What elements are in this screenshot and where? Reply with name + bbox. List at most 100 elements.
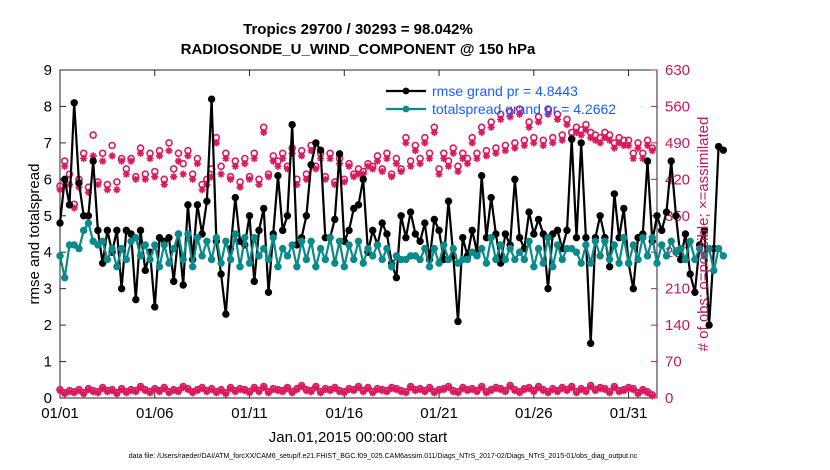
data-point-rmse	[369, 226, 377, 235]
assimilated-obs-marker	[151, 173, 159, 181]
assimilated-obs-marker-low	[520, 386, 528, 394]
assimilated-obs-marker-low	[288, 389, 296, 397]
data-point-rmse	[245, 212, 254, 220]
assimilated-obs-marker	[231, 162, 239, 170]
assimilated-obs-marker	[591, 136, 600, 144]
data-point-totalspread	[719, 252, 728, 260]
data-point-rmse	[288, 120, 296, 129]
data-point-totalspread	[383, 244, 391, 253]
data-point-rmse	[250, 277, 258, 286]
assimilated-obs-marker-low	[80, 390, 88, 398]
data-point-rmse	[335, 150, 344, 158]
data-point-totalspread	[676, 244, 685, 253]
assimilated-obs-marker	[620, 141, 628, 150]
assimilated-obs-marker	[127, 157, 135, 165]
data-point-totalspread	[506, 244, 514, 253]
data-point-totalspread	[582, 241, 590, 249]
data-point-totalspread	[136, 252, 145, 260]
assimilated-obs-marker-low	[497, 386, 505, 394]
data-point-totalspread	[250, 233, 258, 242]
y-right-tick-label: 0	[665, 390, 673, 407]
assimilated-obs-marker	[80, 154, 88, 163]
y-left-tick-label: 6	[44, 171, 52, 188]
data-point-rmse	[70, 99, 78, 107]
data-point-rmse	[553, 226, 562, 235]
data-point-rmse	[629, 284, 638, 293]
data-point-totalspread	[146, 255, 154, 264]
assimilated-obs-marker-low	[407, 383, 415, 392]
assimilated-obs-marker-low	[350, 387, 358, 395]
data-point-totalspread	[331, 259, 339, 267]
data-point-totalspread	[511, 255, 519, 264]
assimilated-obs-marker-low	[226, 385, 235, 393]
data-point-totalspread	[203, 237, 211, 245]
data-point-rmse	[383, 230, 391, 238]
assimilated-obs-marker-low	[132, 388, 140, 396]
assimilated-obs-marker	[269, 157, 277, 165]
data-point-totalspread	[373, 241, 382, 249]
assimilated-obs-marker-low	[582, 388, 590, 396]
data-point-rmse	[264, 288, 273, 297]
assimilated-obs-marker-low	[463, 387, 472, 395]
data-point-rmse	[492, 230, 500, 238]
assimilated-obs-marker	[340, 178, 348, 186]
data-point-totalspread	[312, 263, 320, 271]
data-point-rmse	[331, 215, 339, 224]
data-point-rmse	[700, 226, 709, 235]
assimilated-obs-marker	[241, 160, 249, 168]
assimilated-obs-marker	[587, 134, 595, 142]
data-point-totalspread	[492, 255, 500, 264]
assimilated-obs-marker-low	[629, 386, 637, 394]
data-point-rmse	[667, 157, 675, 165]
data-point-totalspread	[705, 244, 713, 253]
assimilated-obs-marker-low	[530, 388, 538, 396]
data-point-totalspread	[117, 244, 126, 253]
assimilated-obs-marker-low	[459, 385, 467, 393]
data-point-rmse	[84, 212, 93, 220]
data-point-rmse	[705, 321, 713, 329]
assimilated-obs-marker-low	[492, 385, 500, 393]
data-point-rmse	[312, 139, 320, 147]
data-point-totalspread	[335, 237, 344, 245]
data-point-rmse	[165, 233, 173, 242]
assimilated-obs-marker	[373, 157, 382, 165]
assimilated-obs-marker-low	[468, 386, 476, 394]
data-point-rmse	[511, 175, 519, 184]
assimilated-obs-marker-low	[373, 386, 382, 394]
y-right-tick-label: 140	[665, 317, 690, 334]
assimilated-obs-marker	[212, 139, 220, 147]
assimilated-obs-marker	[421, 139, 429, 147]
data-point-totalspread	[662, 252, 671, 260]
data-point-totalspread	[672, 248, 680, 256]
assimilated-obs-marker	[302, 175, 310, 183]
data-point-rmse	[127, 230, 135, 238]
assimilated-obs-marker	[288, 149, 296, 157]
data-point-rmse	[459, 233, 467, 242]
data-point-totalspread	[440, 241, 448, 249]
data-point-rmse	[672, 212, 680, 220]
assimilated-obs-marker	[345, 162, 353, 170]
assimilated-obs-marker	[383, 154, 391, 163]
assimilated-obs-marker	[179, 170, 187, 178]
data-point-totalspread	[231, 230, 240, 238]
assimilated-obs-marker-low	[473, 388, 481, 396]
data-point-totalspread	[359, 259, 367, 267]
data-point-rmse	[719, 146, 728, 154]
data-point-rmse	[487, 193, 495, 202]
data-point-totalspread	[89, 237, 97, 245]
data-point-rmse	[155, 233, 164, 242]
data-point-rmse	[117, 284, 126, 293]
assimilated-obs-marker	[610, 144, 618, 152]
possible-obs-marker	[169, 165, 178, 173]
data-point-totalspread	[75, 244, 83, 253]
data-point-totalspread	[477, 244, 486, 253]
data-point-totalspread	[302, 255, 311, 264]
assimilated-obs-marker	[425, 154, 434, 163]
data-point-totalspread	[236, 263, 244, 271]
legend-label-rmse: rmse grand pr = 4.8443	[432, 83, 578, 99]
data-point-rmse	[56, 219, 64, 227]
assimilated-obs-marker	[411, 147, 419, 155]
assimilated-obs-marker	[487, 123, 495, 131]
assimilated-obs-marker-low	[108, 387, 116, 395]
data-point-rmse	[662, 208, 671, 216]
